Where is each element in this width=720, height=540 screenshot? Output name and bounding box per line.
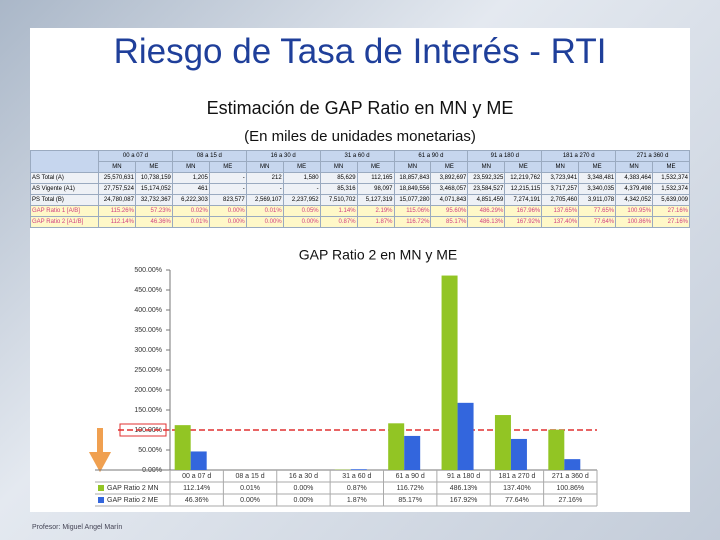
y-tick-label: 500.00%: [134, 267, 162, 274]
value-label: 0.01%: [240, 485, 260, 492]
subtitle: Estimación de GAP Ratio en MN y ME: [206, 98, 514, 118]
cell: 1,532,374: [652, 183, 690, 195]
value-label: 1.87%: [347, 497, 367, 504]
row: GAP Ratio 2 [A1/B] 112.14% 46.36% 0.01% 0.00…: [30, 216, 690, 228]
group-header: 16 a 30 d: [245, 150, 321, 162]
corner: [30, 150, 99, 173]
value-label: 112.14%: [183, 485, 210, 492]
value-label: 167.92%: [450, 497, 478, 504]
legend-swatch: [98, 485, 104, 491]
value-label: 116.72%: [397, 485, 424, 492]
y-tick-label: 250.00%: [134, 367, 162, 374]
bar: [510, 438, 527, 470]
bar: [548, 429, 565, 470]
cell: 27.16%: [652, 216, 690, 228]
arrow: [88, 428, 112, 473]
cell: 7,274,191: [504, 194, 543, 206]
value-label: 46.36%: [185, 497, 209, 504]
footer: Profesor: Miguel Angel Marín: [32, 524, 123, 531]
cell: 46.36%: [134, 216, 173, 228]
chart-title: GAP Ratio 2 en MN y ME: [299, 247, 457, 263]
legend-label: GAP Ratio 2 MN: [107, 485, 159, 492]
cell: 85.17%: [430, 216, 469, 228]
x-tick-label: 08 a 15 d: [235, 473, 264, 480]
cell: 0.00%: [245, 216, 284, 228]
bar: [564, 459, 581, 470]
y-tick-label: 300.00%: [134, 347, 162, 354]
x-tick-label: 00 a 07 d: [182, 473, 211, 480]
row: PS Total (B) 24,780,087 32,732,367 6,222,30…: [30, 194, 690, 206]
bar: [174, 425, 191, 470]
cell: 137.40%: [541, 216, 580, 228]
x-tick-label: 61 a 90 d: [396, 473, 425, 480]
y-tick-label: 450.00%: [134, 287, 162, 294]
legend-label: GAP Ratio 2 ME: [107, 497, 159, 504]
subheader-row: MN ME MN ME MN ME MN ME MN ME MN ME MN ME MN ME: [31, 161, 690, 173]
x-tick-label: 31 a 60 d: [342, 473, 371, 480]
bar: [494, 415, 511, 470]
bar: [388, 423, 405, 470]
value-label: 486.13%: [450, 485, 478, 492]
cell: 77.64%: [578, 216, 617, 228]
data-table: 00 a 07 d 08 a 15 d 16 a 30 d 31 a 60 d 61 a…: [30, 150, 690, 228]
header-row: 00 a 07 d 08 a 15 d 16 a 30 d 31 a 60 d 61 a…: [30, 150, 690, 173]
value-label: 137.40%: [503, 485, 531, 492]
panel: [30, 28, 690, 512]
cell: 85,629: [319, 172, 358, 184]
legend-swatch: [98, 497, 104, 503]
row: GAP Ratio 1 [A/B] 115.26% 57.23% 0.02% 0.00%…: [30, 205, 690, 217]
y-tick-label: 50.00%: [138, 447, 162, 454]
x-tick-label: 16 a 30 d: [289, 473, 318, 480]
value-label: 27.16%: [558, 497, 582, 504]
x-tick-label: 181 a 270 d: [498, 473, 535, 480]
value-label: 77.64%: [505, 497, 529, 504]
x-tick-label: 91 a 180 d: [447, 473, 480, 480]
cell: 1.87%: [356, 216, 395, 228]
value-label: 0.00%: [294, 497, 314, 504]
value-label: 100.86%: [556, 485, 584, 492]
bar: [404, 435, 421, 470]
y-tick-label: 200.00%: [134, 387, 162, 394]
subheader: ME: [652, 161, 690, 173]
y-tick-label: 400.00%: [134, 307, 162, 314]
cell: 0.00%: [282, 216, 321, 228]
value-label: 0.87%: [347, 485, 367, 492]
row: AS Total (A) 25,570,631 10,738,159 1,205-21…: [30, 172, 690, 184]
row-label: GAP Ratio 2 [A1/B]: [30, 216, 99, 228]
cell: 0.01%: [171, 216, 210, 228]
cell: 6,222,303: [171, 194, 210, 206]
bar: [190, 451, 207, 470]
y-tick-label: 350.00%: [134, 327, 162, 334]
bar: [350, 469, 367, 470]
value-label: 0.00%: [294, 485, 314, 492]
bar: [441, 275, 458, 470]
note: (En miles de unidades monetarias): [244, 128, 476, 145]
value-label: 85.17%: [398, 497, 422, 504]
x-tick-label: 271 a 360 d: [552, 473, 589, 480]
value-label: 0.00%: [240, 497, 260, 504]
title: Riesgo de Tasa de Interés - RTI: [113, 32, 607, 71]
y-tick-label: 150.00%: [134, 407, 162, 414]
bar: [457, 402, 474, 470]
cell: 116.72%: [393, 216, 432, 228]
cell: 486.13%: [467, 216, 506, 228]
